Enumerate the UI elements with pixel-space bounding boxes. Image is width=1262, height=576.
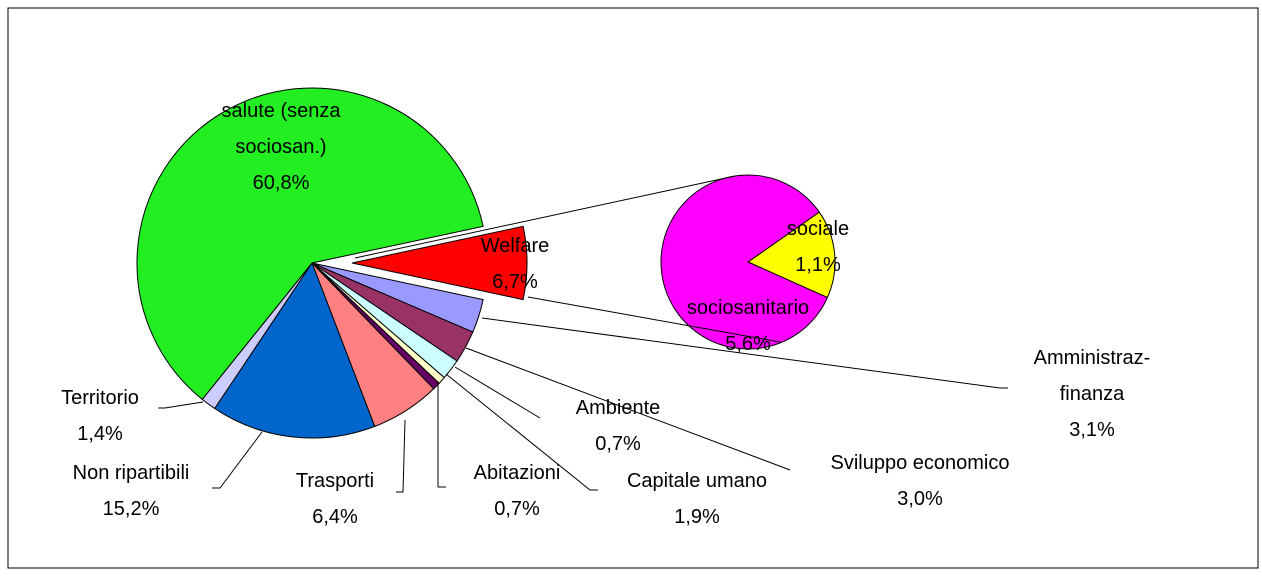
leader-line (481, 317, 1008, 389)
connector-line (527, 296, 781, 343)
value-label: 3,1% (1069, 419, 1115, 441)
pie-slice (351, 225, 528, 301)
secondary-pie-slice (660, 174, 829, 350)
data-label: sociale 1,1% (768, 211, 868, 283)
value-label: 3,0% (897, 488, 943, 510)
secondary-pie-slice (746, 211, 836, 299)
category-label: Sviluppo economico (830, 452, 1010, 474)
connector-line (354, 175, 736, 259)
category-label: Amministraz-finanza (1033, 347, 1151, 405)
pie-slice (213, 261, 376, 439)
data-label: Trasporti 6,4% (265, 463, 405, 535)
value-label: 1,9% (674, 506, 720, 528)
leader-line (437, 382, 446, 488)
leader-lines (158, 175, 1008, 493)
category-label: Ambiente (575, 397, 661, 419)
category-label: Abitazioni (473, 462, 561, 484)
category-label: sociale (786, 218, 850, 240)
leader-line (212, 431, 263, 489)
category-label: Trasporti (295, 470, 375, 492)
value-label: 15,2% (102, 498, 160, 520)
leader-line (454, 366, 541, 419)
data-label: Territorio 1,4% (30, 380, 170, 452)
data-label: Sviluppo economico 3,0% (790, 445, 1050, 517)
value-label: 1,4% (77, 423, 123, 445)
category-label: Welfare (480, 235, 550, 257)
pie-slice (136, 87, 484, 401)
value-label: 6,7% (492, 271, 538, 293)
data-label: Non ripartibili 15,2% (31, 455, 231, 527)
category-label: sociosanitario (686, 297, 810, 319)
value-label: 0,7% (494, 498, 540, 520)
value-label: 6,4% (312, 506, 358, 528)
value-label: 60,8% (252, 172, 310, 194)
pie (136, 87, 836, 439)
leader-line (396, 419, 406, 493)
leader-line (465, 347, 791, 471)
category-label: salute (senza sociosan.) (221, 100, 341, 158)
value-label: 5,6% (725, 333, 771, 355)
data-label: Ambiente 0,7% (538, 390, 698, 462)
value-label: 1,1% (795, 254, 841, 276)
leader-line (158, 401, 204, 409)
data-label: Abitazioni 0,7% (437, 455, 597, 527)
data-label: Capitale umano 1,9% (597, 463, 797, 535)
category-label: Non ripartibili (72, 462, 190, 484)
category-label: Territorio (61, 387, 139, 409)
data-label: salute (senza sociosan.) 60,8% (206, 93, 356, 201)
data-label: Welfare 6,7% (455, 228, 575, 300)
leader-line (445, 373, 598, 491)
data-label: sociosanitario 5,6% (658, 290, 838, 362)
value-label: 0,7% (595, 433, 641, 455)
category-label: Capitale umano (626, 470, 768, 492)
data-label: Amministraz-finanza 3,1% (1007, 340, 1177, 448)
